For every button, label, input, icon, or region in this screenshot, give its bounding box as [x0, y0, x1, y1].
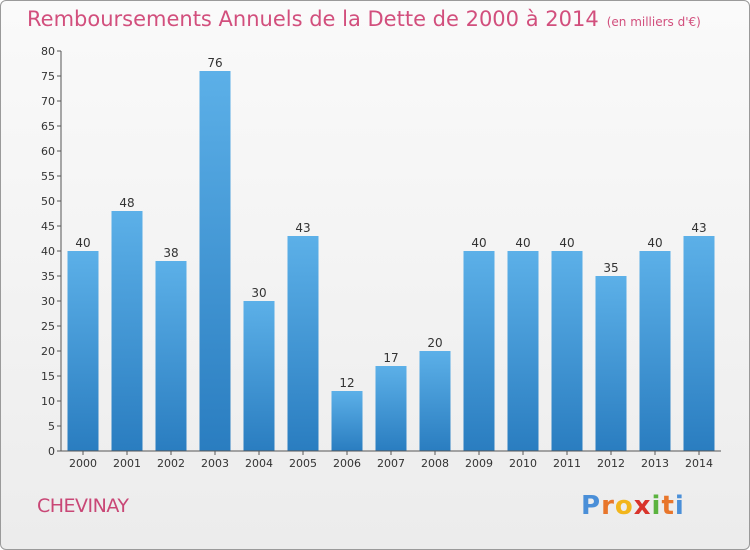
bar-value-label: 43: [691, 221, 706, 235]
x-tick-label: 2009: [465, 457, 493, 470]
bar-value-label: 40: [559, 236, 574, 250]
bar[interactable]: [639, 251, 671, 451]
x-tick-label: 2012: [597, 457, 625, 470]
y-tick-label: 70: [41, 95, 55, 108]
bar-value-label: 40: [647, 236, 662, 250]
bar-value-label: 12: [339, 376, 354, 390]
y-tick-label: 30: [41, 295, 55, 308]
bar-value-label: 30: [251, 286, 266, 300]
bar-value-label: 43: [295, 221, 310, 235]
logo-letter: x: [633, 491, 652, 521]
bar[interactable]: [463, 251, 495, 451]
logo-letter: i: [651, 491, 662, 521]
bar-value-label: 40: [471, 236, 486, 250]
bar-value-label: 76: [207, 56, 222, 70]
x-tick-label: 2010: [509, 457, 537, 470]
title-unit: (en milliers d'€): [606, 15, 701, 29]
y-tick-label: 25: [41, 320, 55, 333]
bar[interactable]: [595, 276, 627, 451]
x-axis: 2000 2001 2002 2003 2004 2005 2006 2007 2008 2009…: [61, 450, 721, 470]
bar-value-label: 20: [427, 336, 442, 350]
x-tick-label: 2004: [245, 457, 273, 470]
y-tick-label: 5: [48, 420, 55, 433]
x-tick-label: 2013: [641, 457, 669, 470]
bar[interactable]: [243, 301, 275, 451]
bar[interactable]: [199, 71, 231, 451]
x-tick-label: 2014: [685, 457, 713, 470]
bar[interactable]: [507, 251, 539, 451]
y-tick-label: 75: [41, 70, 55, 83]
x-tick-label: 2001: [113, 457, 141, 470]
bar-value-label: 40: [515, 236, 530, 250]
x-tick-label: 2002: [157, 457, 185, 470]
y-tick-label: 80: [41, 45, 55, 58]
y-tick-label: 55: [41, 170, 55, 183]
bar-value-label: 40: [75, 236, 90, 250]
x-tick-label: 2003: [201, 457, 229, 470]
x-tick-label: 2008: [421, 457, 449, 470]
y-tick-label: 50: [41, 195, 55, 208]
bar-value-label: 35: [603, 261, 618, 275]
bar[interactable]: [331, 391, 363, 451]
bar[interactable]: [287, 236, 319, 451]
y-tick-label: 10: [41, 395, 55, 408]
y-tick-label: 65: [41, 120, 55, 133]
bar[interactable]: [111, 211, 143, 451]
x-tick-label: 2005: [289, 457, 317, 470]
title-text: Remboursements Annuels de la Dette de 20…: [27, 7, 599, 31]
y-tick-label: 40: [41, 245, 55, 258]
bars: 40 48 38 76 30 43 12 17 20 40 40 40 35 40 43: [67, 56, 715, 451]
chart-title: Remboursements Annuels de la Dette de 20…: [27, 7, 701, 31]
x-tick-label: 2006: [333, 457, 361, 470]
logo-letter: P: [581, 491, 602, 521]
y-tick-label: 45: [41, 220, 55, 233]
bar[interactable]: [375, 366, 407, 451]
logo-letter: i: [674, 491, 685, 521]
logo-letter: t: [661, 491, 675, 521]
logo-letter: o: [614, 491, 634, 521]
proxiti-logo[interactable]: Proxiti: [581, 491, 685, 521]
bar[interactable]: [67, 251, 99, 451]
bar[interactable]: [419, 351, 451, 451]
bar[interactable]: [155, 261, 187, 451]
bar-value-label: 38: [163, 246, 178, 260]
bar[interactable]: [683, 236, 715, 451]
y-tick-label: 35: [41, 270, 55, 283]
y-axis: 0 5 10 15 20 25 30 35 40 45 50 55 60 65 70 75 80: [41, 45, 62, 458]
bar-value-label: 48: [119, 196, 134, 210]
place-name: CHEVINAY: [37, 495, 129, 517]
bar[interactable]: [551, 251, 583, 451]
y-tick-label: 60: [41, 145, 55, 158]
x-tick-label: 2007: [377, 457, 405, 470]
y-tick-label: 20: [41, 345, 55, 358]
bar-value-label: 17: [383, 351, 398, 365]
x-tick-label: 2011: [553, 457, 581, 470]
x-tick-label: 2000: [69, 457, 97, 470]
logo-letter: r: [601, 491, 615, 521]
y-tick-label: 0: [48, 445, 55, 458]
y-tick-label: 15: [41, 370, 55, 383]
